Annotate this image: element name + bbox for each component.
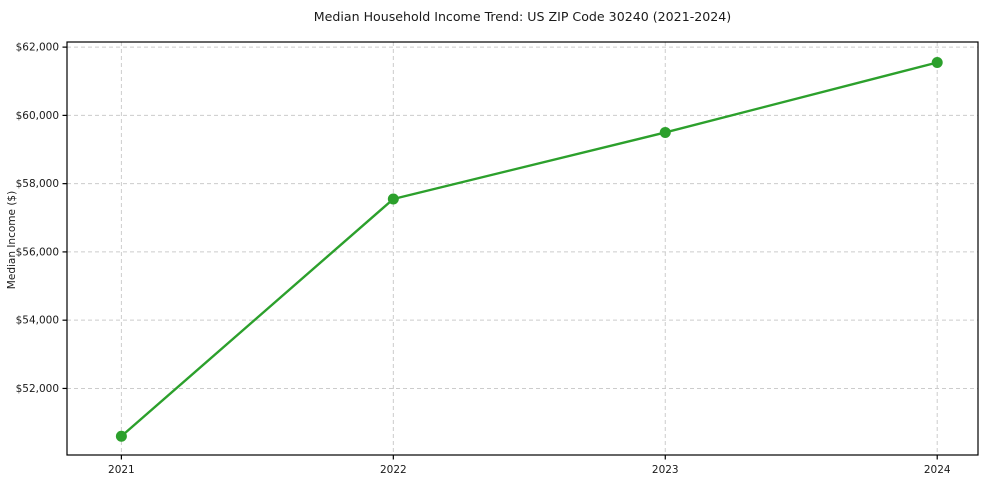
y-axis-label: Median Income ($) bbox=[6, 191, 18, 289]
plot-area: $52,000 $54,000 $56,000 $58,000 $60,000 $62,0… bbox=[16, 41, 979, 476]
x-tick-label: 2024 bbox=[924, 464, 951, 476]
plot-border bbox=[66, 41, 979, 456]
data-point-marker bbox=[931, 56, 943, 68]
y-tick-label: $56,000 bbox=[16, 246, 59, 258]
y-tick-label: $54,000 bbox=[16, 315, 59, 327]
data-point-marker bbox=[387, 193, 399, 205]
x-tick-label: 2023 bbox=[652, 464, 679, 476]
y-tick-label: $52,000 bbox=[16, 383, 59, 395]
x-tick-label: 2022 bbox=[380, 464, 407, 476]
chart-title: Median Household Income Trend: US ZIP Co… bbox=[314, 9, 731, 24]
data-point-marker bbox=[659, 126, 671, 138]
trend-line bbox=[120, 61, 939, 438]
y-tick-label: $60,000 bbox=[16, 110, 59, 122]
y-tick-label: $62,000 bbox=[16, 42, 59, 54]
data-point-marker bbox=[115, 430, 127, 442]
y-tick-label: $58,000 bbox=[16, 178, 59, 190]
x-tick-label: 2021 bbox=[108, 464, 135, 476]
